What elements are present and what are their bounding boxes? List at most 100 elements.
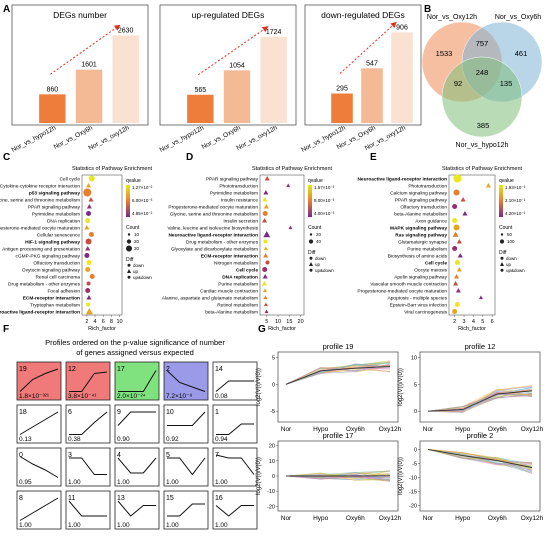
venn-region-count: 248: [476, 68, 489, 77]
bar-category-label: Nor_vs_oxy12h: [235, 124, 279, 152]
y-tick-label: 20: [269, 444, 275, 450]
y-tick-label: 0: [414, 447, 417, 453]
y-tick-label: -20: [267, 504, 275, 510]
profile-cell-1: 10.94: [213, 405, 257, 443]
venn-region-count: 135: [500, 79, 513, 88]
venn-region-count: 385: [477, 121, 490, 130]
x-tick-label: Oxy12h: [379, 515, 402, 522]
y-tick-label: -20: [409, 503, 417, 509]
bar-chart-1: up-regulated DEGs565Nor_vs_hypo12h1054No…: [159, 5, 296, 154]
x-tick-label: Oxy6h: [346, 515, 365, 522]
count-legend-dot: [128, 233, 130, 235]
profile-cell-8: 81.00: [17, 491, 61, 529]
enrichment-title: Statistics of Pathway Enrichment: [252, 166, 333, 172]
expression-title: profile 19: [323, 342, 354, 351]
pathway-term: Glyoxylate and dicarboxylate metabolism: [171, 246, 258, 252]
x-tick-label: Oxy12h: [521, 426, 544, 433]
enrichment-point: [85, 218, 90, 223]
expression-title: profile 17: [323, 431, 354, 440]
y-tick-label: 0: [272, 382, 275, 388]
bar: [76, 70, 102, 123]
pathway-term: Insulin resistance: [221, 197, 258, 203]
bar-value-label: 547: [366, 60, 378, 67]
enrichment-title: Statistics of Pathway Enrichment: [442, 166, 523, 172]
pathway-term: ECM-receptor interaction: [201, 253, 258, 259]
enrichment-point: [263, 211, 268, 216]
enrichment-point: [453, 281, 458, 286]
enrichment-point: [286, 184, 290, 188]
profile-id: 14: [215, 366, 223, 373]
diff-legend-marker: [501, 269, 504, 272]
profile-cell-16: 161.00: [213, 491, 257, 529]
pathway-term: Cell cycle: [59, 176, 80, 182]
pathway-term: PPAR signaling pathway: [28, 204, 81, 210]
enrichment-point: [462, 211, 467, 216]
diff-legend-marker: [128, 264, 131, 267]
venn-region-count: 757: [476, 39, 489, 48]
enrichment-point: [87, 204, 92, 209]
pathway-term: Purine metabolism: [407, 246, 447, 252]
bar-category-label: Nor_vs_hypo12h: [159, 124, 206, 153]
panel-label-d: D: [186, 152, 193, 163]
pathway-term: PPAR signaling pathway: [395, 197, 448, 203]
y-axis-label: log2(V(i)/V(0)): [256, 368, 262, 406]
x-tick-label: 6: [102, 319, 105, 325]
enrichment-point: [458, 253, 463, 258]
x-tick-label: 2: [85, 319, 88, 325]
qvalue-colorbar: [499, 185, 503, 217]
enrichment-point: [86, 303, 90, 307]
diff-legend-marker: [501, 257, 504, 260]
pathway-term: Viral carcinogenesis: [404, 309, 447, 315]
enrichment-point: [83, 189, 91, 197]
x-tick-label: 15: [286, 319, 292, 325]
x-tick-label: Hypo: [313, 515, 329, 522]
pathway-term: p53 signaling pathway: [29, 190, 81, 196]
y-axis-label: log2(V(i)/V(0)): [398, 368, 404, 406]
enrichment-point: [457, 239, 462, 244]
pathway-term: Epstein-Barr virus infection: [390, 302, 448, 308]
profile-pvalue: 1.00: [166, 522, 179, 529]
pathway-term: Progesterone-mediated oocyte maturation: [0, 225, 80, 231]
y-axis-label: log2(V(i)/V(0)): [398, 457, 404, 495]
bar-value-label: 1601: [81, 62, 97, 69]
pathway-term: Cell cycle: [425, 260, 447, 266]
venn-region-count: 92: [454, 79, 462, 88]
profile-id: 19: [19, 366, 27, 373]
profile-cell-9: 90.90: [115, 405, 159, 443]
profile-id: 18: [19, 409, 27, 416]
enrichment-point: [486, 183, 491, 188]
profile-cell-2: 27.2×10⁻⁸: [164, 362, 208, 400]
legend-title: qvalue: [499, 178, 514, 184]
pathway-term: Olfactory transduction: [400, 204, 447, 210]
enrichment-frame: [260, 175, 304, 315]
profile-cell-6: 60.38: [66, 405, 110, 443]
pathway-term: PPAR signaling pathway: [206, 176, 259, 182]
x-tick-label: 10: [275, 319, 281, 325]
bar-value-label: 2630: [118, 27, 134, 34]
pathway-term: Vascular smooth muscle contraction: [370, 281, 447, 287]
profile-cell-15: 151.00: [164, 491, 208, 529]
pathway-term: Retinol metabolism: [217, 302, 258, 308]
enrichment-point: [457, 267, 462, 272]
bar-value-label: 860: [46, 86, 58, 93]
x-tick-label: Oxy12h: [521, 515, 544, 522]
x-tick-label: Nor: [281, 426, 292, 433]
pathway-term: Antigen processing and presentation: [2, 246, 80, 252]
profile-pvalue: 1.00: [19, 522, 32, 529]
profile-cell-3: 31.00: [66, 448, 110, 486]
diff-legend-marker: [127, 269, 131, 273]
enrichment-point: [89, 232, 94, 237]
enrichment-point: [86, 260, 91, 265]
enrichment-point: [264, 303, 268, 307]
enrichment-point: [455, 260, 460, 265]
diff-label: up&down: [315, 268, 334, 273]
pathway-term: cGMP-PKG signaling pathway: [15, 253, 80, 259]
pathway-term: Purine metabolism: [218, 281, 258, 287]
enrichment-point: [461, 197, 466, 202]
pathway-term: DNA replication: [47, 218, 80, 224]
